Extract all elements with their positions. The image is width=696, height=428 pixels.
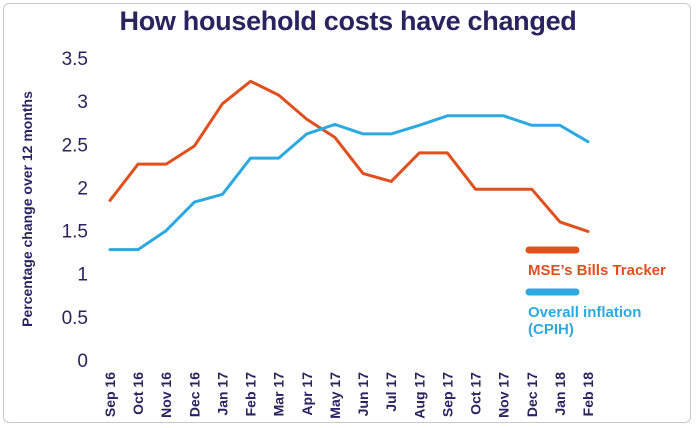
x-tick-label: Feb 17 bbox=[243, 372, 259, 417]
y-tick-label: 0 bbox=[77, 351, 88, 372]
x-axis-ticks: Sep 16 Oct 16 Nov 16 Dec 16 Jan 17 Feb 17 Mar … bbox=[102, 372, 596, 419]
y-tick-label: 0.5 bbox=[62, 308, 88, 329]
x-tick-label: Oct 16 bbox=[130, 372, 146, 415]
x-tick-label: May 17 bbox=[327, 372, 343, 419]
x-tick-label: Nov 17 bbox=[496, 372, 512, 418]
legend: MSE’s Bills Tracker Overall inflation(CPI… bbox=[525, 246, 666, 338]
x-tick-label: Dec 16 bbox=[186, 372, 202, 417]
x-tick-label: Jul 17 bbox=[383, 372, 399, 412]
x-tick-label: Dec 17 bbox=[524, 372, 540, 417]
x-tick-label: Mar 17 bbox=[271, 372, 287, 417]
x-tick-label: Oct 17 bbox=[468, 372, 484, 415]
chart-frame bbox=[3, 3, 691, 423]
series-line-bills-tracker bbox=[108, 79, 590, 233]
x-tick-label: Nov 16 bbox=[158, 372, 174, 418]
y-axis-ticks: 0 0.5 1 1.5 2 2.5 3 3.5 bbox=[62, 49, 88, 372]
x-tick-label: Jan 18 bbox=[552, 372, 568, 416]
series-lines bbox=[108, 79, 590, 252]
y-tick-label: 2 bbox=[77, 178, 88, 199]
legend-label: (CPIH) bbox=[528, 321, 574, 338]
x-tick-label: Aug 17 bbox=[411, 372, 427, 419]
x-tick-label: Sep 16 bbox=[102, 372, 118, 417]
y-axis-label: Percentage change over 12 months bbox=[19, 91, 35, 327]
x-tick-label: Sep 17 bbox=[439, 372, 455, 417]
x-tick-label: Jan 17 bbox=[214, 372, 230, 416]
y-tick-label: 3 bbox=[77, 92, 88, 113]
x-tick-label: Feb 18 bbox=[580, 372, 596, 417]
legend-label: Overall inflation bbox=[528, 304, 641, 321]
chart-title: How household costs have changed bbox=[119, 6, 577, 36]
x-tick-label: Apr 17 bbox=[299, 372, 315, 416]
y-tick-label: 1.5 bbox=[62, 222, 88, 243]
legend-label: MSE’s Bills Tracker bbox=[528, 262, 666, 279]
y-tick-label: 2.5 bbox=[62, 135, 88, 156]
y-tick-label: 3.5 bbox=[62, 49, 88, 70]
series-line-cpih bbox=[108, 114, 590, 252]
y-tick-label: 1 bbox=[77, 265, 88, 286]
x-tick-label: Jun 17 bbox=[355, 372, 371, 417]
